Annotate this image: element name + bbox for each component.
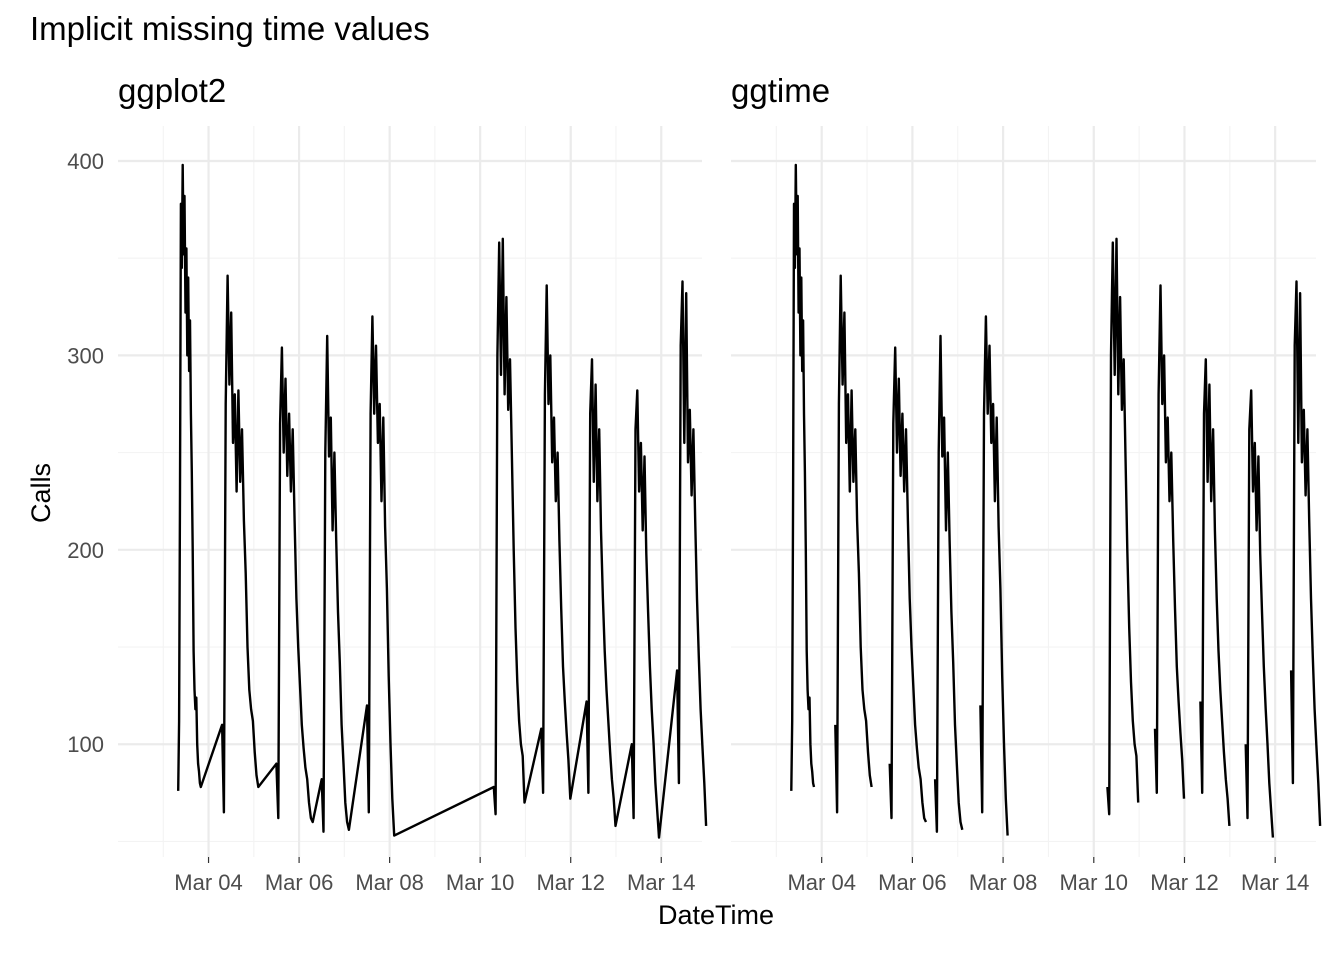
y-tick-label: 100 — [67, 732, 104, 757]
x-tick-label: Mar 10 — [1060, 870, 1128, 895]
x-tick-label: Mar 08 — [969, 870, 1037, 895]
series-segment-ggtime — [1199, 358, 1231, 826]
series-segment-ggtime — [888, 346, 928, 823]
y-tick-label: 200 — [67, 538, 104, 563]
facet-panels: ggplot2 Mar 04 Mar 06 Mar 08 Mar 10 Mar 12 Mar… — [67, 72, 1322, 895]
y-axis-title: Calls — [26, 463, 56, 523]
series-segment-ggtime — [979, 315, 1009, 836]
x-tick-label: Mar 04 — [787, 870, 855, 895]
facet-title-ggplot2: ggplot2 — [118, 72, 226, 109]
x-tick-label: Mar 06 — [265, 870, 333, 895]
series-segment-ggtime — [790, 163, 816, 791]
x-tick-label: Mar 14 — [1241, 870, 1309, 895]
series-segment-ggtime — [1153, 284, 1186, 799]
x-axis-title: DateTime — [658, 900, 774, 930]
x-tick-label: Mar 12 — [1150, 870, 1218, 895]
panel-ggplot2: ggplot2 Mar 04 Mar 06 Mar 08 Mar 10 Mar 12 Mar… — [67, 72, 708, 895]
y-tick-label: 300 — [67, 343, 104, 368]
x-tick-label: Mar 08 — [355, 870, 423, 895]
x-tick-label: Mar 12 — [536, 870, 604, 895]
series-segment-ggtime — [1289, 280, 1322, 826]
series-segment-ggtime — [834, 274, 873, 814]
series-line-ggplot2 — [177, 163, 708, 839]
series-segment-ggtime — [1106, 237, 1140, 816]
series-segment-ggtime — [1244, 389, 1275, 838]
x-tick-label: Mar 04 — [174, 870, 242, 895]
x-tick-label: Mar 06 — [878, 870, 946, 895]
chart-title: Implicit missing time values — [30, 10, 430, 47]
y-tick-label: 400 — [67, 149, 104, 174]
x-tick-label: Mar 14 — [627, 870, 695, 895]
panel-ggtime: ggtime Mar 04 Mar 06 Mar 08 Mar 10 Mar 12 Mar … — [731, 72, 1322, 895]
series-segment-ggtime — [933, 334, 964, 833]
facet-title-ggtime: ggtime — [731, 72, 830, 109]
x-tick-label: Mar 10 — [446, 870, 514, 895]
